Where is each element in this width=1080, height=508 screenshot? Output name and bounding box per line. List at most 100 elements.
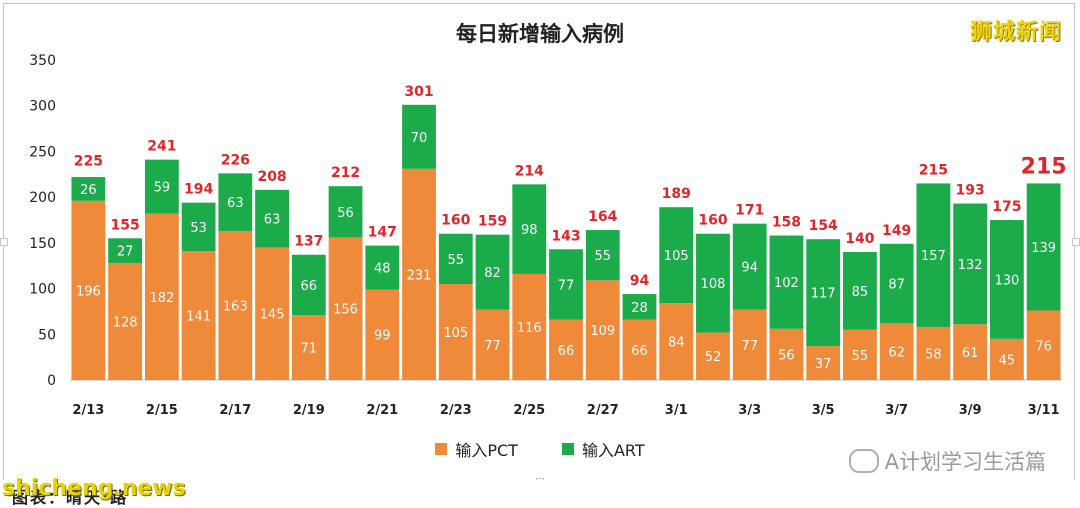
data-label-art: 132 (958, 258, 983, 273)
data-label-pct: 77 (484, 339, 501, 354)
y-tick-label: 150 (29, 236, 56, 252)
data-label-total: 215 (1021, 154, 1067, 179)
bar-segment-art (953, 203, 988, 325)
bar-segment-art (438, 233, 473, 284)
bar-segment-art (843, 252, 877, 330)
data-label-pct: 105 (443, 326, 468, 341)
bar-segment-pct (622, 319, 657, 380)
bar-segment-pct (1026, 310, 1061, 380)
data-label-total: 143 (551, 228, 580, 244)
data-label-total: 225 (74, 153, 103, 169)
y-tick-label: 0 (47, 373, 56, 389)
bar-segment-art (622, 294, 657, 320)
data-label-total: 154 (809, 218, 838, 234)
bar-segment-art (475, 234, 510, 310)
bar-segment-pct (181, 251, 216, 380)
data-label-art: 70 (411, 131, 428, 146)
data-label-art: 55 (594, 249, 611, 264)
bar-segment-pct (438, 284, 473, 380)
data-label-pct: 116 (517, 321, 542, 336)
data-label-art: 77 (558, 278, 575, 293)
x-tick-label: 3/3 (738, 403, 761, 418)
bar-segment-art (696, 233, 730, 333)
data-label-art: 63 (227, 196, 244, 211)
data-label-total: 214 (515, 163, 544, 179)
bar-segment-art (512, 184, 547, 274)
y-tick-label: 50 (38, 327, 56, 343)
data-label-pct: 71 (301, 342, 318, 357)
x-tick-label: 3/5 (812, 403, 835, 418)
bar-segment-pct (585, 280, 620, 380)
data-label-total: 208 (257, 169, 286, 185)
bar-segment-pct (879, 323, 914, 380)
bar-segment-pct (255, 247, 289, 380)
frame-handle-left[interactable] (0, 238, 8, 246)
bar-segment-pct (402, 168, 436, 380)
data-label-pct: 66 (631, 344, 648, 359)
bar-segment-pct (659, 303, 694, 380)
bar-segment-art (879, 243, 914, 324)
data-label-total: 140 (845, 231, 874, 247)
data-label-total: 193 (956, 183, 985, 199)
x-tick-label: 2/13 (72, 403, 104, 418)
data-label-art: 85 (852, 285, 869, 300)
bar-segment-art (328, 186, 363, 238)
bar-segment-pct (71, 200, 106, 380)
data-label-total: 175 (992, 199, 1021, 215)
data-label-total: 160 (441, 213, 470, 229)
x-tick-label: 3/7 (885, 403, 908, 418)
bar-segment-art (255, 189, 289, 248)
x-tick-label: 2/15 (146, 403, 178, 418)
data-label-pct: 56 (778, 348, 795, 363)
data-label-total: 226 (221, 152, 250, 168)
x-tick-label: 2/25 (513, 403, 545, 418)
bar-segment-pct (108, 262, 143, 380)
bar-segment-pct (365, 289, 400, 380)
bar-segment-pct (953, 324, 988, 380)
data-label-art: 63 (264, 213, 281, 228)
data-label-pct: 62 (888, 346, 905, 361)
data-label-art: 27 (117, 245, 134, 260)
legend-label-art: 输入ART (581, 441, 645, 460)
bar-segment-art (291, 254, 326, 316)
bar-segment-art (549, 249, 583, 320)
watermark-text: A计划学习生活篇 (884, 450, 1046, 474)
data-label-art: 55 (448, 253, 465, 268)
bar-segment-pct (696, 332, 730, 380)
data-label-pct: 128 (113, 315, 138, 330)
data-label-total: 160 (698, 213, 727, 229)
data-label-total: 149 (882, 223, 911, 239)
data-label-total: 158 (772, 215, 801, 231)
data-label-total: 164 (588, 209, 617, 225)
y-tick-label: 300 (29, 99, 56, 115)
data-label-pct: 76 (1035, 339, 1052, 354)
bar-segment-pct (806, 346, 841, 380)
y-tick-label: 200 (29, 190, 56, 206)
source-strip (0, 480, 1080, 506)
data-label-pct: 145 (260, 308, 285, 323)
y-tick-label: 350 (29, 53, 56, 69)
bar-segment-art (365, 245, 400, 290)
data-label-total: 137 (294, 234, 323, 250)
bar-segment-art (108, 238, 143, 263)
data-label-total: 189 (662, 186, 691, 202)
brand-logo-text: 狮城新闻 (969, 20, 1062, 45)
data-label-total: 147 (368, 225, 397, 241)
data-label-art: 117 (811, 287, 836, 302)
bar-segment-pct (989, 338, 1024, 380)
wechat-icon (848, 449, 879, 473)
bar-segment-pct (291, 315, 326, 380)
bar-segment-pct (512, 273, 547, 380)
source-site: shicheng.news (2, 476, 186, 501)
legend-swatch-art (561, 443, 574, 455)
data-label-art: 87 (888, 278, 905, 293)
x-tick-label: 2/23 (440, 403, 472, 418)
data-label-total: 159 (478, 214, 507, 230)
data-label-art: 56 (337, 206, 354, 221)
bar-segment-pct (732, 309, 767, 380)
bar-segment-art (71, 177, 106, 201)
data-label-total: 301 (404, 84, 433, 100)
data-label-pct: 109 (590, 324, 615, 339)
legend-label-pct: 输入PCT (455, 441, 518, 460)
